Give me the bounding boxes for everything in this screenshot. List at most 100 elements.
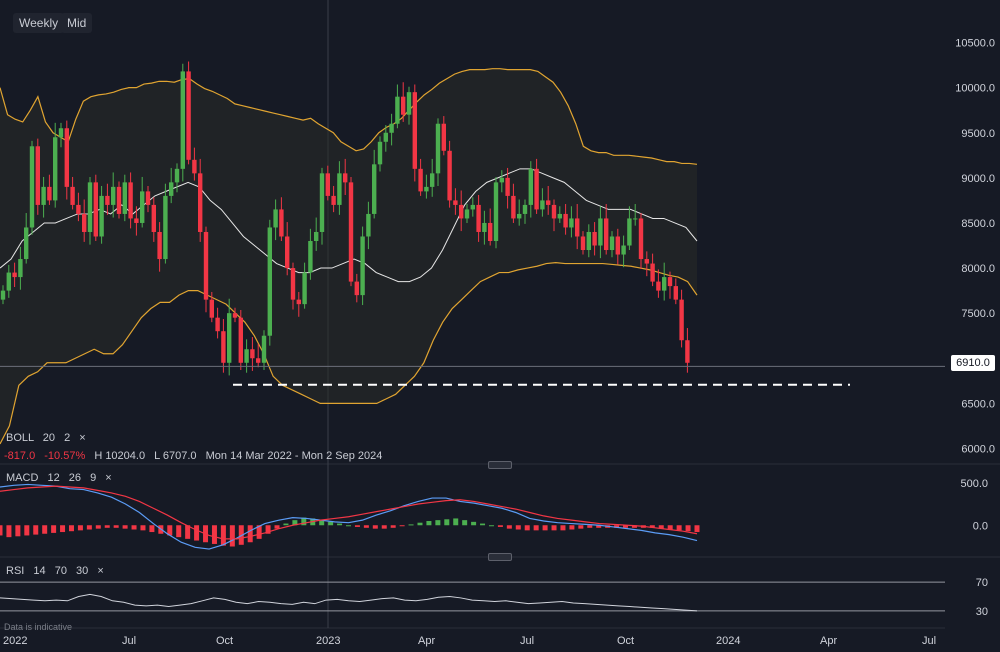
candle-body	[685, 340, 690, 363]
time-tick-label: Oct	[216, 635, 233, 647]
date-range: Mon 14 Mar 2022 - Mon 2 Sep 2024	[205, 450, 383, 462]
macd-histogram-bar	[471, 521, 477, 526]
candle-body	[250, 349, 255, 359]
boll-close-icon[interactable]: ×	[79, 432, 86, 444]
macd-histogram-bar	[140, 525, 146, 531]
macd-histogram-bar	[408, 524, 414, 526]
macd-histogram-bar	[372, 525, 378, 529]
time-tick-label: Apr	[418, 635, 435, 647]
price-tick-label: 7500.0	[961, 308, 995, 320]
price-tick-label: 8000.0	[961, 263, 995, 275]
band-upper-line	[0, 68, 698, 165]
candle-body	[145, 191, 151, 205]
macd-histogram-bar	[211, 525, 217, 544]
macd-histogram-bar	[0, 525, 3, 536]
candle-body	[569, 218, 574, 228]
candle-body	[633, 218, 638, 220]
macd-close-icon[interactable]: ×	[105, 472, 112, 484]
price-tick-label: 6000.0	[961, 443, 995, 455]
candle-body	[656, 281, 661, 291]
price-axis: 6000.06500.07000.07500.08000.08500.09000…	[955, 38, 995, 456]
rsi-legend: RSI 14 70 30 ×	[6, 565, 104, 577]
macd-signal-line	[0, 485, 698, 540]
candle-body	[644, 259, 649, 264]
high-value: H 10204.0	[94, 450, 146, 462]
candle-body	[662, 277, 667, 291]
macd-histogram-bar	[113, 525, 119, 528]
time-tick-label: Jul	[520, 635, 534, 647]
macd-name: MACD	[6, 472, 39, 484]
interval-button[interactable]: Weekly	[13, 13, 65, 33]
macd-histogram-bar	[24, 525, 30, 536]
candle-body	[302, 272, 307, 305]
macd-signal-period: 9	[90, 472, 97, 484]
candle-body	[105, 195, 110, 205]
macd-histogram-bar	[346, 525, 351, 527]
candle-body	[227, 313, 232, 363]
candle-body	[47, 186, 52, 201]
candle-body	[638, 218, 644, 260]
macd-histogram-bar	[569, 525, 575, 530]
price-stats: -817.0 -10.57% H 10204.0 L 6707.0 Mon 14…	[4, 450, 382, 462]
macd-histogram-bar	[337, 523, 343, 526]
candle-body	[604, 218, 609, 251]
candle-body	[575, 218, 580, 237]
candle-body	[140, 191, 145, 223]
price-tick-label: 6500.0	[961, 398, 995, 410]
candle-body	[430, 173, 435, 187]
candle-body	[493, 182, 499, 241]
candle-body	[406, 92, 412, 115]
candle-body	[221, 331, 226, 363]
time-tick-label: 2023	[316, 635, 340, 647]
macd-histogram-bar	[247, 525, 253, 543]
macd-histogram-bar	[631, 525, 637, 528]
macd-histogram-bar	[685, 525, 691, 532]
macd-pane: 0.0 500.0	[0, 478, 988, 550]
candle-body	[348, 182, 354, 282]
candle-body	[279, 209, 284, 237]
macd-histogram-bar	[623, 525, 629, 528]
bollinger-bands	[0, 68, 698, 445]
candle-body	[169, 182, 174, 196]
macd-histogram-bar	[256, 525, 262, 539]
time-axis: 2022 Jul Oct 2023 Apr Jul Oct 2024 Apr Jul	[3, 635, 936, 647]
macd-fast: 12	[47, 472, 60, 484]
macd-slow: 26	[68, 472, 82, 484]
candle-body	[76, 204, 81, 214]
macd-histogram-bar	[453, 518, 459, 526]
candle-body	[540, 200, 545, 210]
macd-histogram-bar	[587, 525, 593, 528]
pane-resize-handle-1[interactable]	[488, 461, 512, 469]
candle-body	[319, 173, 325, 232]
candle-body	[679, 299, 684, 341]
candle-body	[528, 168, 533, 205]
candle-body	[116, 186, 122, 214]
macd-histogram-bar	[462, 520, 468, 526]
price-tick-label: 10000.0	[955, 83, 995, 95]
macd-histogram-bar	[95, 525, 101, 529]
time-tick-label: Apr	[820, 635, 837, 647]
pane-resize-handle-2[interactable]	[488, 553, 512, 561]
candle-body	[412, 92, 417, 169]
macd-legend: MACD 12 26 9 ×	[6, 472, 112, 484]
change-percent: -10.57%	[44, 450, 86, 462]
price-type-button[interactable]: Mid	[61, 13, 93, 33]
rsi-close-icon[interactable]: ×	[97, 565, 104, 577]
macd-histogram-bar	[301, 517, 307, 526]
candle-body	[615, 236, 620, 255]
candle-body	[551, 204, 557, 219]
candle-body	[325, 173, 330, 196]
data-indicative-note: Data is indicative	[4, 622, 73, 632]
macd-histogram-bar	[292, 520, 298, 526]
candle-body	[186, 71, 191, 160]
candle-body	[621, 245, 626, 255]
candle-body	[6, 272, 11, 291]
time-tick-label: Jul	[922, 635, 936, 647]
candle-body	[476, 204, 481, 232]
candle-body	[435, 123, 441, 174]
candle-body	[366, 213, 371, 237]
candle-body	[592, 231, 597, 246]
price-tick-label: 9500.0	[961, 128, 995, 140]
macd-histogram-bar	[542, 525, 548, 531]
